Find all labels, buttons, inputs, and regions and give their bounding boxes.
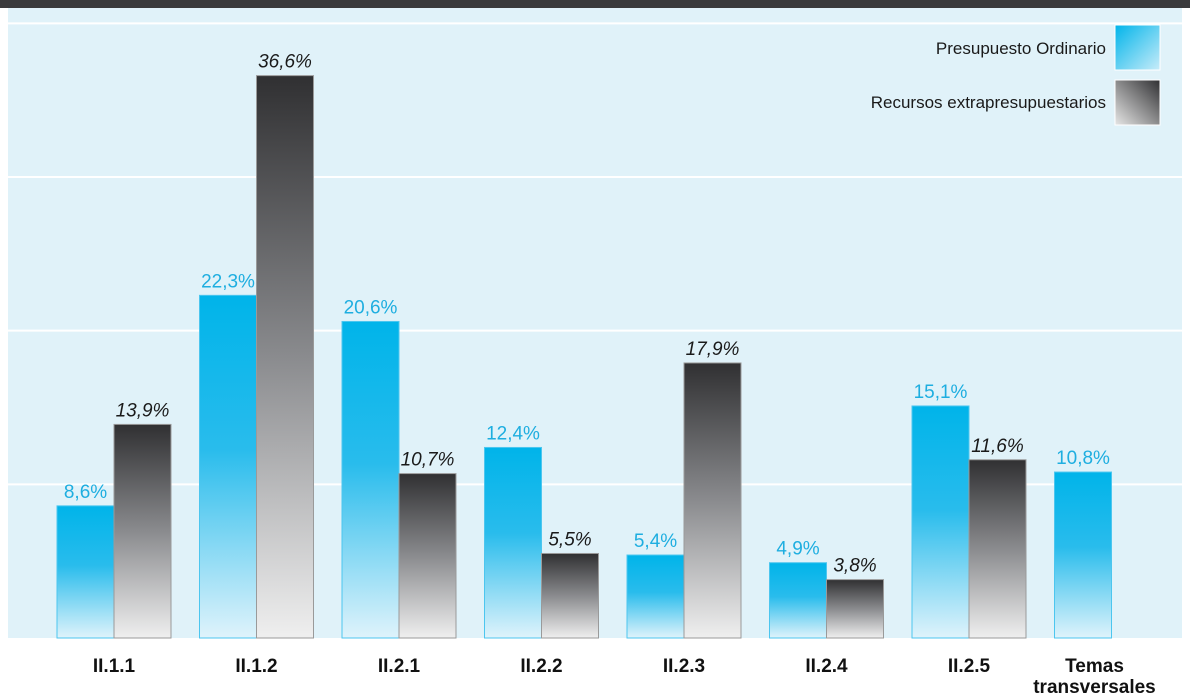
legend-swatch-po	[1114, 24, 1161, 71]
value-label: 5,5%	[548, 529, 591, 550]
value-label: 5,4%	[634, 531, 677, 552]
legend-swatch-re	[1114, 79, 1161, 126]
bar-po	[626, 554, 685, 639]
bar-re	[256, 75, 314, 639]
category-label: II.2.5	[948, 656, 991, 677]
value-labels: 8,6% 13,9% 22,3% 36,6% 20,6% 10,7% 12,4% 5,5% 5,…	[64, 52, 1110, 577]
bar-po	[769, 562, 827, 639]
legend: Presupuesto Ordinario Recursos extrapres…	[871, 24, 1161, 126]
value-label: 36,6%	[258, 52, 312, 73]
value-label: 11,6%	[971, 436, 1024, 457]
legend-label-re: Recursos extrapresupuestarios	[871, 93, 1106, 112]
category-label: II.2.4	[805, 656, 848, 677]
value-label: 8,6%	[64, 482, 107, 503]
legend-label-po: Presupuesto Ordinario	[936, 39, 1106, 58]
value-label: 4,9%	[776, 539, 819, 560]
value-label: 15,1%	[914, 382, 968, 403]
bar-re	[398, 473, 457, 639]
value-label: 20,6%	[344, 297, 398, 318]
value-label: 22,3%	[201, 271, 255, 292]
value-label: 13,9%	[116, 400, 170, 421]
bar-po	[484, 446, 542, 639]
top-bar	[0, 0, 1190, 8]
value-label: 10,7%	[401, 450, 455, 471]
value-label: 17,9%	[686, 339, 740, 360]
category-label: II.2.1	[378, 656, 421, 677]
bar-re	[683, 362, 742, 639]
bar-re	[541, 552, 599, 639]
value-label: 10,8%	[1056, 448, 1110, 469]
value-label: 3,8%	[833, 556, 876, 577]
bar-re	[826, 579, 884, 639]
category-label: II.2.3	[663, 656, 705, 677]
bar-re	[968, 459, 1027, 639]
category-label: Temas transversales	[1033, 656, 1156, 698]
bar-po	[341, 320, 400, 639]
bar-po	[911, 405, 970, 639]
value-label: 12,4%	[486, 423, 540, 444]
category-label: II.2.2	[520, 656, 562, 677]
bar-re	[113, 423, 172, 639]
category-label: II.1.1	[93, 656, 136, 677]
category-labels: II.1.1 II.1.2 II.2.1 II.2.2 II.2.3 II.2.4 II.2…	[93, 656, 1156, 698]
bar-po	[199, 294, 257, 639]
bars	[56, 75, 1112, 639]
bar-po	[56, 505, 115, 639]
bar-po	[1054, 471, 1112, 639]
category-label: II.1.2	[235, 656, 277, 677]
